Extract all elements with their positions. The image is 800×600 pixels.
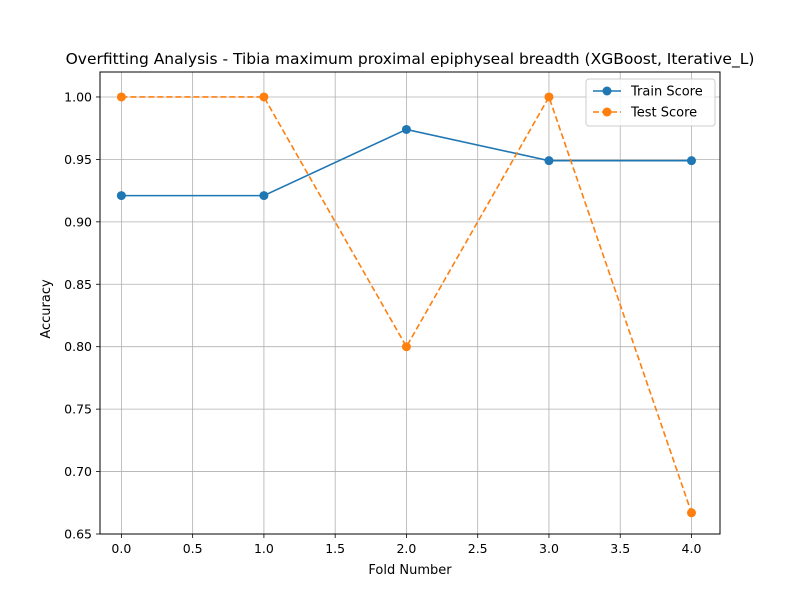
data-point-train-score xyxy=(401,124,411,134)
x-tick-label: 2.0 xyxy=(396,541,416,556)
x-tick-label: 1.5 xyxy=(325,541,345,556)
data-point-train-score xyxy=(259,191,269,201)
data-point-test-score xyxy=(686,508,696,518)
x-tick-label: 0.5 xyxy=(183,541,203,556)
x-tick-label: 2.5 xyxy=(468,541,488,556)
data-point-test-score xyxy=(259,92,269,102)
y-tick-label: 0.95 xyxy=(64,152,92,167)
ticks: 0.0 0.5 1.0 1.5 2.0 2.5 3.0 3.5 4.0 0.65 0.70 0.75 0… xyxy=(64,89,701,556)
y-tick-label: 0.90 xyxy=(64,214,92,229)
plot-frame xyxy=(99,71,721,535)
series-group xyxy=(116,92,696,518)
legend: Train Score Test Score xyxy=(585,78,716,127)
legend-marker xyxy=(602,86,612,96)
y-tick-label: 0.75 xyxy=(64,402,92,417)
x-tick-label: 4.0 xyxy=(682,541,702,556)
x-tick-label: 1.0 xyxy=(254,541,274,556)
y-tick-label: 0.85 xyxy=(64,277,92,292)
y-axis-label: Accuracy xyxy=(39,279,54,339)
legend-marker xyxy=(602,107,612,117)
y-tick-label: 0.70 xyxy=(64,464,92,479)
data-point-test-score xyxy=(544,92,554,102)
data-point-train-score xyxy=(116,191,126,201)
x-tick-label: 3.5 xyxy=(610,541,630,556)
y-tick-label: 0.80 xyxy=(64,339,92,354)
x-axis-label: Fold Number xyxy=(368,563,452,578)
x-tick-label: 3.0 xyxy=(539,541,559,556)
chart-title: Overfitting Analysis - Tibia maximum pro… xyxy=(66,50,755,69)
data-point-test-score xyxy=(116,92,126,102)
data-point-test-score xyxy=(401,342,411,352)
y-tick-label: 1.00 xyxy=(64,89,92,104)
data-point-train-score xyxy=(686,156,696,166)
y-tick-label: 0.65 xyxy=(64,527,92,542)
series-line-test-score xyxy=(121,95,693,514)
legend-label: Train Score xyxy=(630,85,703,100)
x-tick-label: 0.0 xyxy=(111,541,131,556)
legend-label: Test Score xyxy=(630,106,697,121)
data-point-train-score xyxy=(544,156,554,166)
